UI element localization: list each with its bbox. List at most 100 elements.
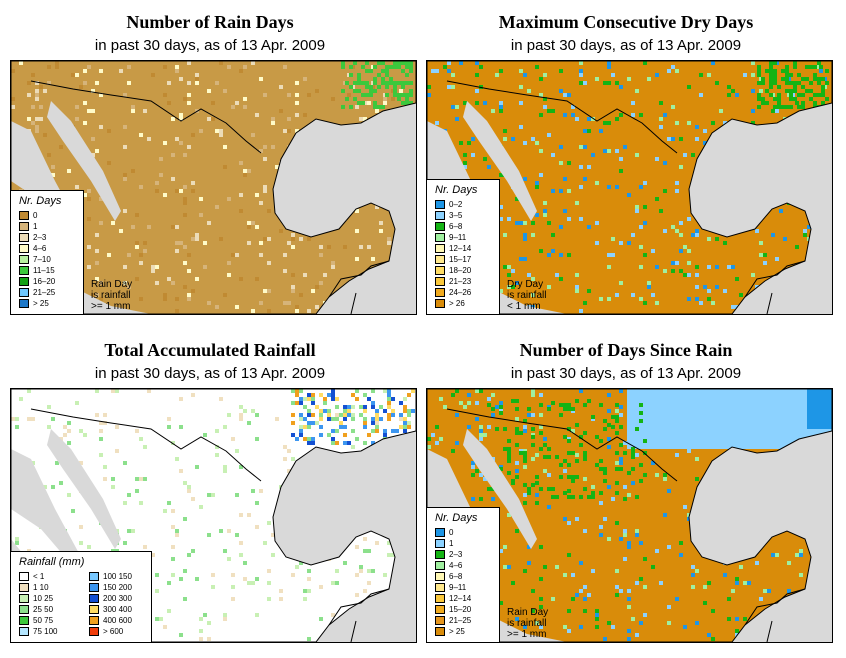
legend-label: 10 25 — [33, 594, 54, 603]
legend-swatch — [19, 222, 29, 231]
legend-title: Nr. Days — [435, 512, 478, 524]
legend-label: 1 10 — [33, 583, 49, 592]
legend-label: 12–14 — [449, 594, 472, 603]
legend-note: Rain Day is rainfall >= 1 mm — [507, 607, 548, 640]
land-area — [11, 61, 416, 314]
legend-label: 24–26 — [449, 288, 472, 297]
panel-rain-days: Number of Rain Days in past 30 days, as … — [0, 0, 420, 320]
legend: Nr. Days 0 1 2–3 4–6 6–8 9–11 12–14 15–20 21–25 > … — [427, 507, 500, 642]
panel-title: Maximum Consecutive Dry Days — [498, 12, 754, 32]
panel-subtitle: in past 30 days, as of 13 Apr. 2009 — [94, 37, 326, 54]
legend-swatch — [19, 288, 29, 297]
legend-label: 0 — [33, 211, 38, 220]
land-area — [427, 61, 832, 314]
legend: Rainfall (mm) < 1 1 10 10 25 25 50 50 75 75 10… — [11, 551, 152, 642]
legend-label: 21–25 — [33, 288, 56, 297]
legend-note: Dry Day is rainfall < 1 mm — [507, 279, 546, 312]
note-line: >= 1 mm — [507, 629, 547, 640]
panel-max-dry-days: Maximum Consecutive Dry Days in past 30 … — [416, 0, 836, 320]
legend-label: 75 100 — [33, 627, 58, 636]
legend-label: > 26 — [449, 299, 465, 308]
map-total-rainfall: Rainfall (mm) < 1 1 10 10 25 25 50 50 75 75 10… — [10, 388, 417, 643]
legend-swatch — [89, 605, 99, 614]
note-line: is rainfall — [91, 290, 131, 301]
legend-label: 9–11 — [449, 583, 467, 592]
legend-label: > 25 — [449, 627, 465, 636]
legend-label: 300 400 — [103, 605, 132, 614]
legend-label: 0 — [449, 528, 454, 537]
legend-label: 18–20 — [449, 266, 472, 275]
legend-swatch — [435, 561, 445, 570]
legend-title: Nr. Days — [19, 195, 62, 207]
legend-label: 4–6 — [33, 244, 47, 253]
legend-label: 100 150 — [103, 572, 132, 581]
note-line: is rainfall — [507, 290, 547, 301]
panel-subtitle: in past 30 days, as of 13 Apr. 2009 — [510, 365, 742, 382]
legend-label: 1 — [33, 222, 38, 231]
legend-swatch — [19, 255, 29, 264]
legend-label: 15–17 — [449, 255, 472, 264]
legend-label: 0–2 — [449, 200, 463, 209]
legend-swatch — [19, 605, 29, 614]
legend-swatch — [435, 233, 445, 242]
legend-label: 9–11 — [449, 233, 467, 242]
legend-swatch — [435, 266, 445, 275]
legend-swatch — [19, 244, 29, 253]
legend-swatch — [19, 277, 29, 286]
legend-swatch — [435, 288, 445, 297]
panel-days-since-rain: Number of Days Since Rain in past 30 day… — [416, 328, 836, 648]
legend-swatch — [19, 266, 29, 275]
land-area — [427, 389, 832, 642]
note-line: >= 1 mm — [91, 301, 131, 312]
legend-swatch — [435, 572, 445, 581]
legend-label: 4–6 — [449, 561, 463, 570]
legend-label: < 1 — [33, 572, 45, 581]
legend-swatch — [435, 299, 445, 308]
map-max-dry-days: Nr. Days 0–2 3–5 6–8 9–11 12–14 15–17 18–20 21–2… — [426, 60, 833, 315]
note-line: is rainfall — [507, 618, 547, 629]
legend-swatch — [89, 583, 99, 592]
legend-label: 21–25 — [449, 616, 472, 625]
legend-label: 2–3 — [33, 233, 47, 242]
legend-label: 15–20 — [449, 605, 472, 614]
legend-swatch — [19, 594, 29, 603]
legend-label: > 25 — [33, 299, 49, 308]
panel-title: Number of Rain Days — [126, 12, 294, 32]
legend-swatch — [19, 211, 29, 220]
legend-swatch — [89, 627, 99, 636]
legend-swatch — [19, 616, 29, 625]
legend-label: 6–8 — [449, 222, 463, 231]
legend-swatch — [19, 627, 29, 636]
legend-label: > 600 — [103, 627, 124, 636]
legend-label: 150 200 — [103, 583, 132, 592]
legend-swatch — [435, 605, 445, 614]
legend-swatch — [19, 583, 29, 592]
legend-label: 3–5 — [449, 211, 463, 220]
legend: Nr. Days 0–2 3–5 6–8 9–11 12–14 15–17 18–20 21–2… — [427, 179, 500, 314]
legend-swatch — [435, 277, 445, 286]
legend-label: 400 600 — [103, 616, 132, 625]
note-line: < 1 mm — [507, 301, 541, 312]
panel-title: Total Accumulated Rainfall — [104, 340, 316, 360]
legend-swatch — [435, 583, 445, 592]
legend-label: 2–3 — [449, 550, 463, 559]
legend-label: 200 300 — [103, 594, 132, 603]
legend-swatch — [435, 211, 445, 220]
legend-label: 50 75 — [33, 616, 54, 625]
legend-swatch — [435, 616, 445, 625]
legend-swatch — [435, 550, 445, 559]
legend-swatch — [89, 616, 99, 625]
legend-swatch — [89, 594, 99, 603]
legend-swatch — [435, 528, 445, 537]
note-line: Rain Day — [507, 607, 549, 618]
panel-title: Number of Days Since Rain — [519, 340, 733, 360]
legend-swatch — [19, 299, 29, 308]
note-line: Dry Day — [507, 279, 544, 290]
legend-label: 12–14 — [449, 244, 472, 253]
legend-swatch — [435, 244, 445, 253]
legend-title: Nr. Days — [435, 184, 478, 196]
legend-swatch — [435, 594, 445, 603]
map-days-since-rain: Nr. Days 0 1 2–3 4–6 6–8 9–11 12–14 15–20 21–25 > … — [426, 388, 833, 643]
legend-swatch — [435, 222, 445, 231]
panel-subtitle: in past 30 days, as of 13 Apr. 2009 — [510, 37, 742, 54]
